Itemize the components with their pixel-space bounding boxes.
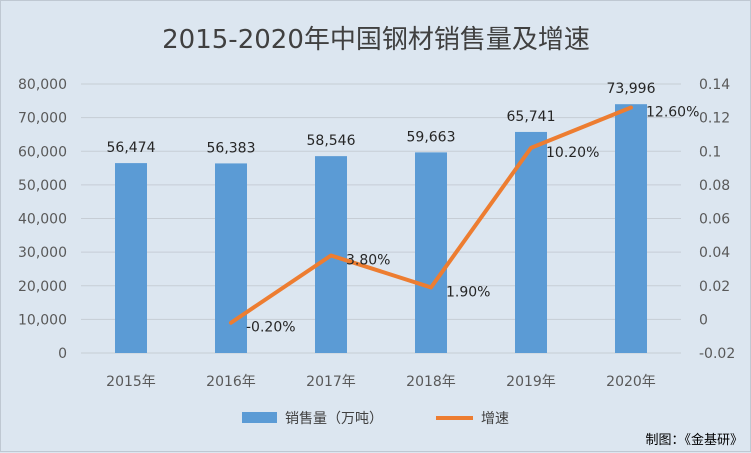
legend-label-growth: 增速	[481, 411, 509, 427]
x-tick-label: 2017年	[306, 374, 356, 390]
chart-title: 2015-2020年中国钢材销售量及增速	[162, 25, 590, 55]
line-data-label: 12.60%	[646, 105, 699, 121]
x-tick-label: 2019年	[506, 374, 556, 390]
right-tick-label: 0	[699, 312, 708, 328]
line-data-label: 10.20%	[546, 145, 599, 161]
left-axis: 0 10,000 20,000 30,000 40,000 50,000 60,000 70,…	[18, 77, 67, 362]
bar-data-label: 56,383	[207, 140, 256, 156]
bar-data-label: 65,741	[507, 109, 556, 125]
left-tick-label: 20,000	[18, 279, 67, 295]
line-data-label: -0.20%	[246, 320, 296, 336]
left-tick-label: 30,000	[18, 245, 67, 261]
bar-data-labels: 56,474 56,383 58,546 59,663 65,741 73,996	[107, 81, 656, 156]
right-tick-label: 0.02	[699, 279, 730, 295]
legend-swatch-bar	[242, 412, 277, 423]
right-tick-label: 0.06	[699, 212, 730, 228]
bar-data-label: 58,546	[307, 133, 356, 149]
line-data-label: 3.80%	[346, 252, 390, 268]
right-axis: -0.02 0 0.02 0.04 0.06 0.08 0.1 0.12 0.14	[699, 77, 735, 362]
bar-data-label: 56,474	[107, 140, 156, 156]
bar	[115, 163, 147, 353]
x-axis: 2015年 2016年 2017年 2018年 2019年 2020年	[106, 374, 656, 390]
line-series	[229, 105, 633, 325]
left-tick-label: 50,000	[18, 178, 67, 194]
bar-data-label: 73,996	[607, 81, 656, 97]
bar	[515, 131, 547, 353]
right-tick-label: 0.14	[699, 77, 730, 93]
bar-data-label: 59,663	[407, 129, 456, 145]
growth-line	[229, 105, 633, 325]
right-tick-label: 0.12	[699, 111, 730, 127]
right-tick-label: 0.04	[699, 245, 730, 261]
right-tick-label: 0.1	[699, 144, 721, 160]
right-tick-label: 0.08	[699, 178, 730, 194]
left-tick-label: 70,000	[18, 111, 67, 127]
x-tick-label: 2020年	[606, 374, 656, 390]
left-tick-label: 0	[58, 346, 67, 362]
x-tick-label: 2018年	[406, 374, 456, 390]
x-tick-label: 2015年	[106, 374, 156, 390]
credit-label: 制图：《金基研》	[645, 432, 743, 448]
right-tick-label: -0.02	[699, 346, 735, 362]
left-tick-label: 40,000	[18, 212, 67, 228]
line-data-labels: -0.20% 3.80% 1.90% 10.20% 12.60%	[246, 105, 699, 336]
bar-series	[115, 104, 647, 354]
bar	[615, 104, 647, 354]
left-tick-label: 80,000	[18, 77, 67, 93]
line-data-label: 1.90%	[446, 284, 490, 300]
left-tick-label: 10,000	[18, 312, 67, 328]
x-tick-label: 2016年	[206, 374, 256, 390]
gridlines	[81, 83, 681, 354]
left-tick-label: 60,000	[18, 144, 67, 160]
legend-label-sales: 销售量（万吨）	[285, 411, 383, 427]
bar	[415, 152, 447, 353]
legend: 销售量（万吨） 增速	[242, 411, 509, 427]
